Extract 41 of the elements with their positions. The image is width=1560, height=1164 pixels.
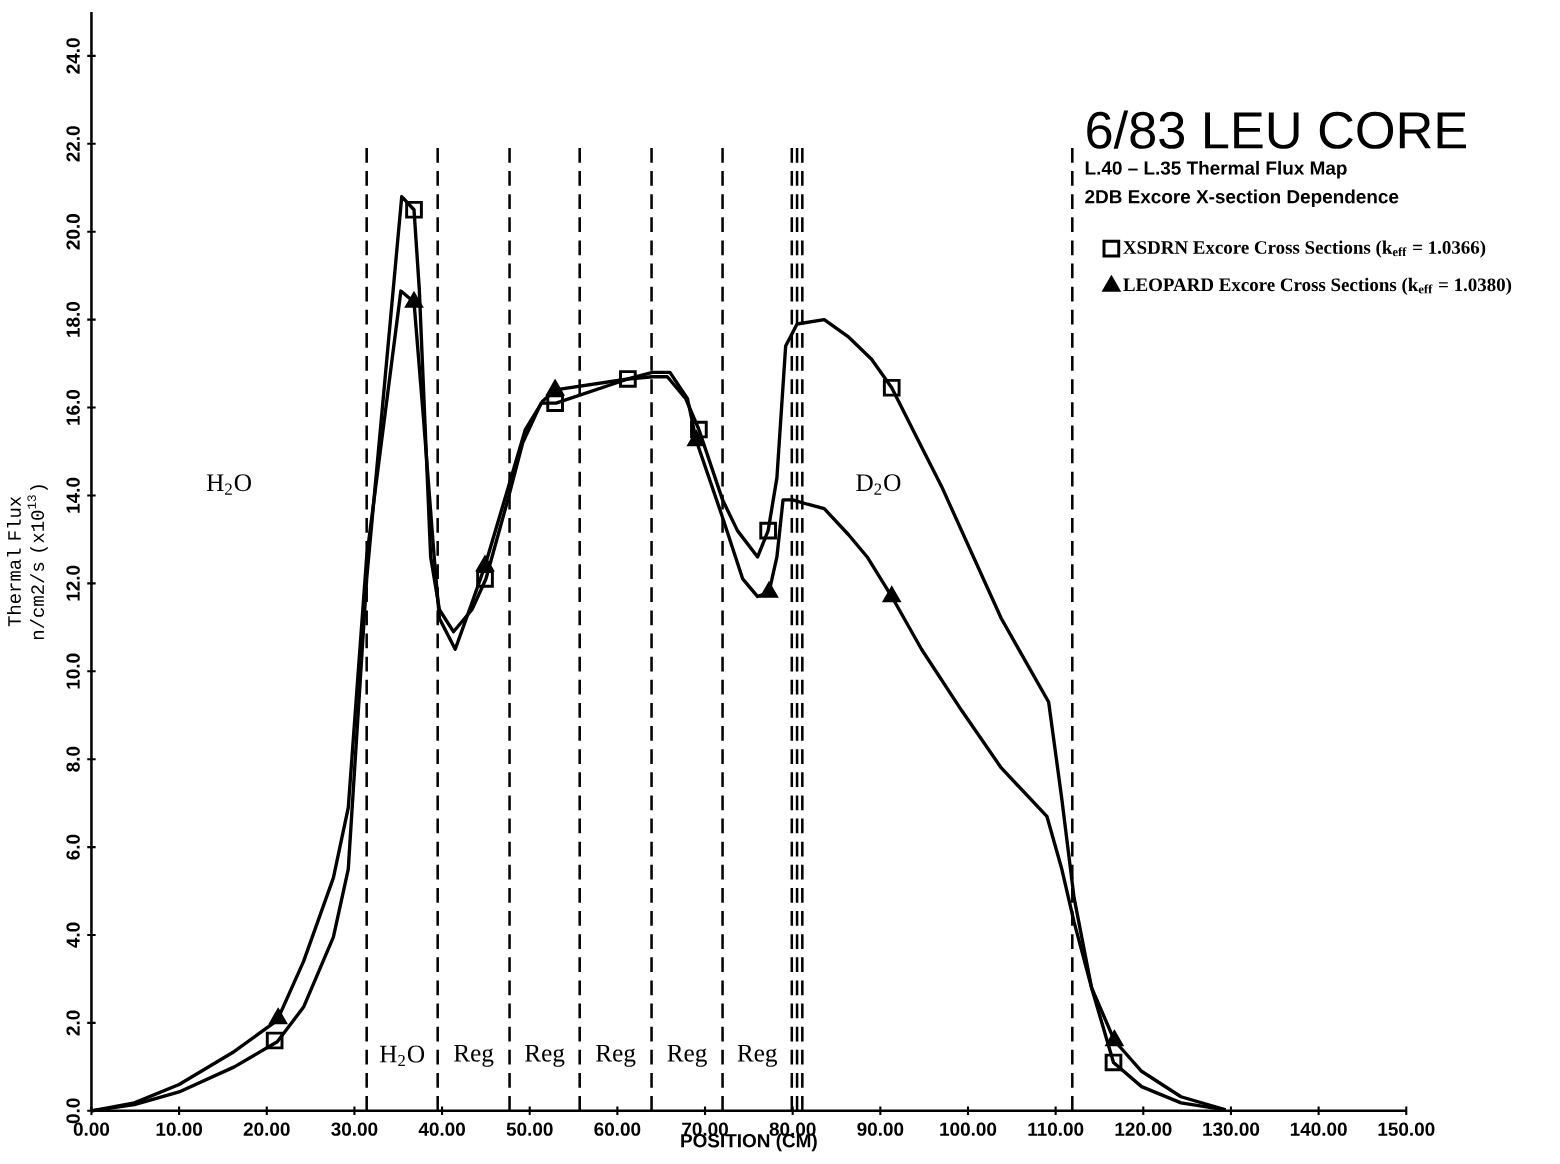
text: L.40 – L.35 Thermal Flux Map xyxy=(1085,161,1347,179)
y-tick-label: 2.0 xyxy=(66,1010,80,1036)
annotation: H$_{2}$O xyxy=(206,474,251,495)
y-tick-label: 16.0 xyxy=(66,390,80,425)
x-tick-label: 130.00 xyxy=(1203,1122,1260,1137)
x-tick-label: 90.00 xyxy=(857,1122,904,1137)
annotation: D$_{2}$O xyxy=(856,474,901,495)
x-tick-label: 60.00 xyxy=(594,1122,641,1137)
y-tick-label: 22.0 xyxy=(66,126,80,162)
x-tick-label: 20.00 xyxy=(243,1122,290,1137)
annotation: Reg xyxy=(596,1045,636,1068)
y-tick-label: 20.0 xyxy=(66,214,80,250)
text: 6/83 LEU CORE xyxy=(1087,110,1466,150)
x-tick-label: 110.00 xyxy=(1028,1122,1084,1137)
x-tick-label: 50.00 xyxy=(506,1122,553,1137)
x-tick-label: 10.00 xyxy=(156,1122,202,1137)
annotation: Reg xyxy=(525,1045,565,1068)
annotation: 2DB Excore X-section Dependence xyxy=(1085,189,1399,208)
x-tick-label: 0.00 xyxy=(73,1122,110,1137)
x-tick-label: 40.00 xyxy=(418,1122,465,1137)
y-tick-label: 18.0 xyxy=(66,302,80,338)
y-tick-label: 24.0 xyxy=(66,38,80,74)
legend-label: LEOPARD Excore Cross Sections (k$_{eff}$ = 1.0380) xyxy=(1123,278,1512,296)
y-tick-label: 10.0 xyxy=(66,653,80,689)
y-tick-label: 6.0 xyxy=(66,834,80,860)
y-tick-label: 8.0 xyxy=(66,746,80,772)
x-tick-label: 30.00 xyxy=(331,1122,378,1137)
annotation: Reg xyxy=(454,1045,494,1068)
legend-label: XSDRN Excore Cross Sections (k$_{eff}$ = 1.0366) xyxy=(1123,240,1486,258)
y-tick-label: 12.0 xyxy=(66,565,80,601)
y-tick-label: 4.0 xyxy=(66,922,80,949)
y-tick-label: 14.0 xyxy=(66,477,80,513)
y-axis-title: Thermal Flux n/cm2/s (x10$^{13}$) xyxy=(7,485,48,640)
annotation: Reg xyxy=(667,1045,707,1068)
y-tick-label: 0.0 xyxy=(66,1098,80,1124)
annotation: H$_{2}$O xyxy=(379,1045,425,1067)
x-tick-label: 140.00 xyxy=(1290,1122,1347,1137)
annotation: Reg xyxy=(737,1045,778,1068)
x-tick-label: 120.00 xyxy=(1115,1122,1172,1137)
x-tick-label: 150.00 xyxy=(1378,1122,1435,1137)
x-tick-label: 100.00 xyxy=(940,1122,997,1137)
